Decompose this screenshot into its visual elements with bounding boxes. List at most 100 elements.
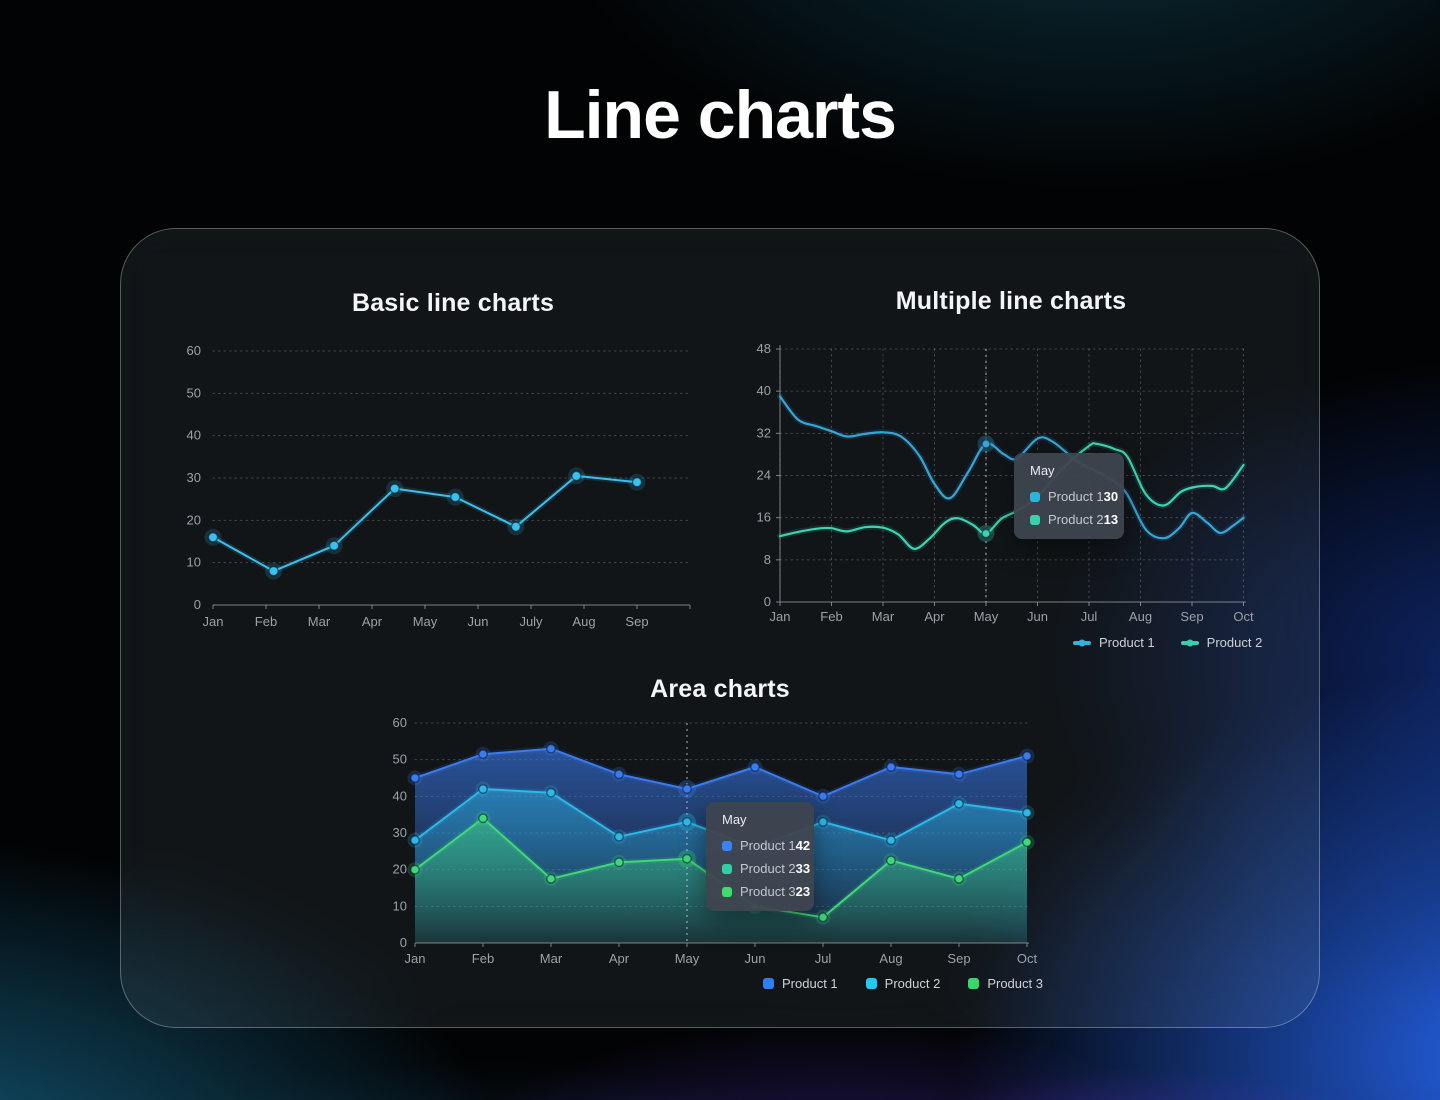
svg-text:Jun: Jun	[468, 614, 489, 629]
svg-text:60: 60	[393, 715, 407, 730]
legend-label: Product 2	[884, 976, 941, 991]
area-chart-title: Area charts	[650, 675, 790, 703]
basic-line-chart-canvas[interactable]: 0 10 20 30 40 50 60 Jan Feb Mar Apr May Jun July Aug Se…	[151, 331, 711, 641]
svg-text:24: 24	[757, 468, 771, 483]
svg-text:Sep: Sep	[625, 614, 648, 629]
tooltip-series-value: 23	[795, 884, 811, 899]
svg-text:May: May	[974, 609, 999, 624]
area-chart-legend: Product 1 Product 2 Product 3	[763, 976, 1043, 991]
legend-item-product-3[interactable]: Product 3	[968, 976, 1043, 991]
legend-item-product-2[interactable]: Product 2	[1180, 635, 1263, 650]
svg-text:50: 50	[187, 385, 201, 400]
series-swatch-icon	[722, 863, 732, 874]
charts-card: Basic line charts 0 10 20 30 40 50 60 Jan Feb Mar…	[120, 228, 1320, 1028]
svg-text:20: 20	[187, 512, 201, 527]
tooltip-header: May	[1030, 463, 1055, 478]
svg-text:Oct: Oct	[1233, 609, 1254, 624]
series-swatch-icon	[1030, 514, 1040, 525]
svg-text:Aug: Aug	[879, 951, 902, 966]
svg-text:0: 0	[764, 594, 771, 609]
svg-text:10: 10	[393, 898, 407, 913]
tooltip-row: Product 1 30	[1024, 485, 1119, 508]
svg-text:Sep: Sep	[1180, 609, 1203, 624]
tooltip-row: Product 2 33	[716, 857, 810, 880]
legend-item-product-1[interactable]: Product 1	[1073, 635, 1155, 650]
legend-label: Product 1	[782, 976, 838, 991]
series-swatch-icon	[722, 840, 732, 851]
svg-text:Jul: Jul	[815, 951, 832, 966]
svg-text:Oct: Oct	[1017, 951, 1038, 966]
svg-text:Feb: Feb	[255, 614, 277, 629]
series-swatch-icon	[722, 886, 732, 897]
svg-text:Jan: Jan	[405, 951, 426, 966]
svg-text:Mar: Mar	[540, 951, 563, 966]
legend-item-product-1[interactable]: Product 1	[763, 976, 838, 991]
svg-text:Feb: Feb	[820, 609, 842, 624]
svg-text:Apr: Apr	[362, 614, 383, 629]
svg-text:May: May	[413, 614, 438, 629]
basic-chart-title: Basic line charts	[351, 289, 555, 317]
svg-text:Jun: Jun	[745, 951, 766, 966]
svg-text:0: 0	[194, 597, 201, 612]
svg-text:0: 0	[400, 935, 407, 950]
svg-text:32: 32	[757, 425, 771, 440]
svg-text:Apr: Apr	[609, 951, 630, 966]
legend-label: Product 2	[1206, 635, 1263, 650]
svg-text:48: 48	[757, 341, 771, 356]
svg-text:May: May	[675, 951, 700, 966]
tooltip-series-value: 30	[1103, 489, 1119, 504]
svg-text:Jan: Jan	[203, 614, 224, 629]
legend-label: Product 3	[987, 976, 1043, 991]
tooltip-series-label: Product 3	[740, 884, 796, 899]
tooltip-series-label: Product 2	[740, 861, 796, 876]
multi-chart-legend: Product 1 Product 2	[1073, 635, 1262, 650]
svg-text:Aug: Aug	[572, 614, 595, 629]
svg-text:30: 30	[187, 470, 201, 485]
svg-text:10: 10	[187, 555, 201, 570]
svg-text:Jan: Jan	[770, 609, 791, 624]
tooltip-series-value: 42	[795, 838, 811, 853]
svg-text:Aug: Aug	[1129, 609, 1152, 624]
svg-text:50: 50	[393, 752, 407, 767]
square-series-marker-icon	[865, 978, 877, 989]
svg-text:Mar: Mar	[872, 609, 895, 624]
svg-text:Jun: Jun	[1027, 609, 1048, 624]
svg-text:40: 40	[393, 788, 407, 803]
multi-chart-title: Multiple line charts	[895, 287, 1127, 315]
svg-text:July: July	[519, 614, 543, 629]
tooltip-row: Product 2 13	[1024, 508, 1119, 531]
tooltip-row: Product 1 42	[716, 834, 810, 857]
svg-text:30: 30	[393, 825, 407, 840]
tooltip-series-label: Product 1	[740, 838, 796, 853]
svg-text:16: 16	[757, 510, 771, 525]
tooltip-row: Product 3 23	[716, 880, 810, 903]
svg-text:40: 40	[757, 383, 771, 398]
svg-text:Mar: Mar	[308, 614, 331, 629]
line-series-dot-icon	[1186, 639, 1194, 646]
svg-text:20: 20	[393, 862, 407, 877]
svg-text:Apr: Apr	[924, 609, 945, 624]
tooltip-series-value: 13	[1103, 512, 1119, 527]
legend-label: Product 1	[1099, 635, 1155, 650]
line-series-marker-icon	[1073, 639, 1091, 646]
svg-text:8: 8	[764, 552, 771, 567]
square-series-marker-icon	[763, 978, 774, 989]
svg-text:Jul: Jul	[1081, 609, 1098, 624]
area-chart-tooltip: May Product 1 42 Product 2 33 Product 3 …	[706, 802, 814, 911]
multi-line-chart-canvas[interactable]: 0 8 16 24 32 40 48 Jan Feb Mar Apr May Jun Jul Aug Sep O…	[746, 331, 1266, 641]
svg-text:60: 60	[187, 343, 201, 358]
page-title: Line charts	[544, 77, 897, 153]
multi-chart-tooltip: May Product 1 30 Product 2 13	[1014, 453, 1124, 539]
svg-text:Sep: Sep	[947, 951, 970, 966]
svg-text:40: 40	[187, 428, 201, 443]
square-series-marker-icon	[968, 978, 980, 989]
series-swatch-icon	[1030, 491, 1040, 502]
line-series-marker-icon	[1180, 639, 1199, 646]
tooltip-series-label: Product 1	[1048, 489, 1104, 504]
svg-text:Feb: Feb	[472, 951, 494, 966]
tooltip-header: May	[722, 812, 747, 827]
tooltip-series-label: Product 2	[1048, 512, 1104, 527]
line-series-dot-icon	[1078, 639, 1086, 646]
tooltip-series-value: 33	[795, 861, 811, 876]
legend-item-product-2[interactable]: Product 2	[865, 976, 941, 991]
